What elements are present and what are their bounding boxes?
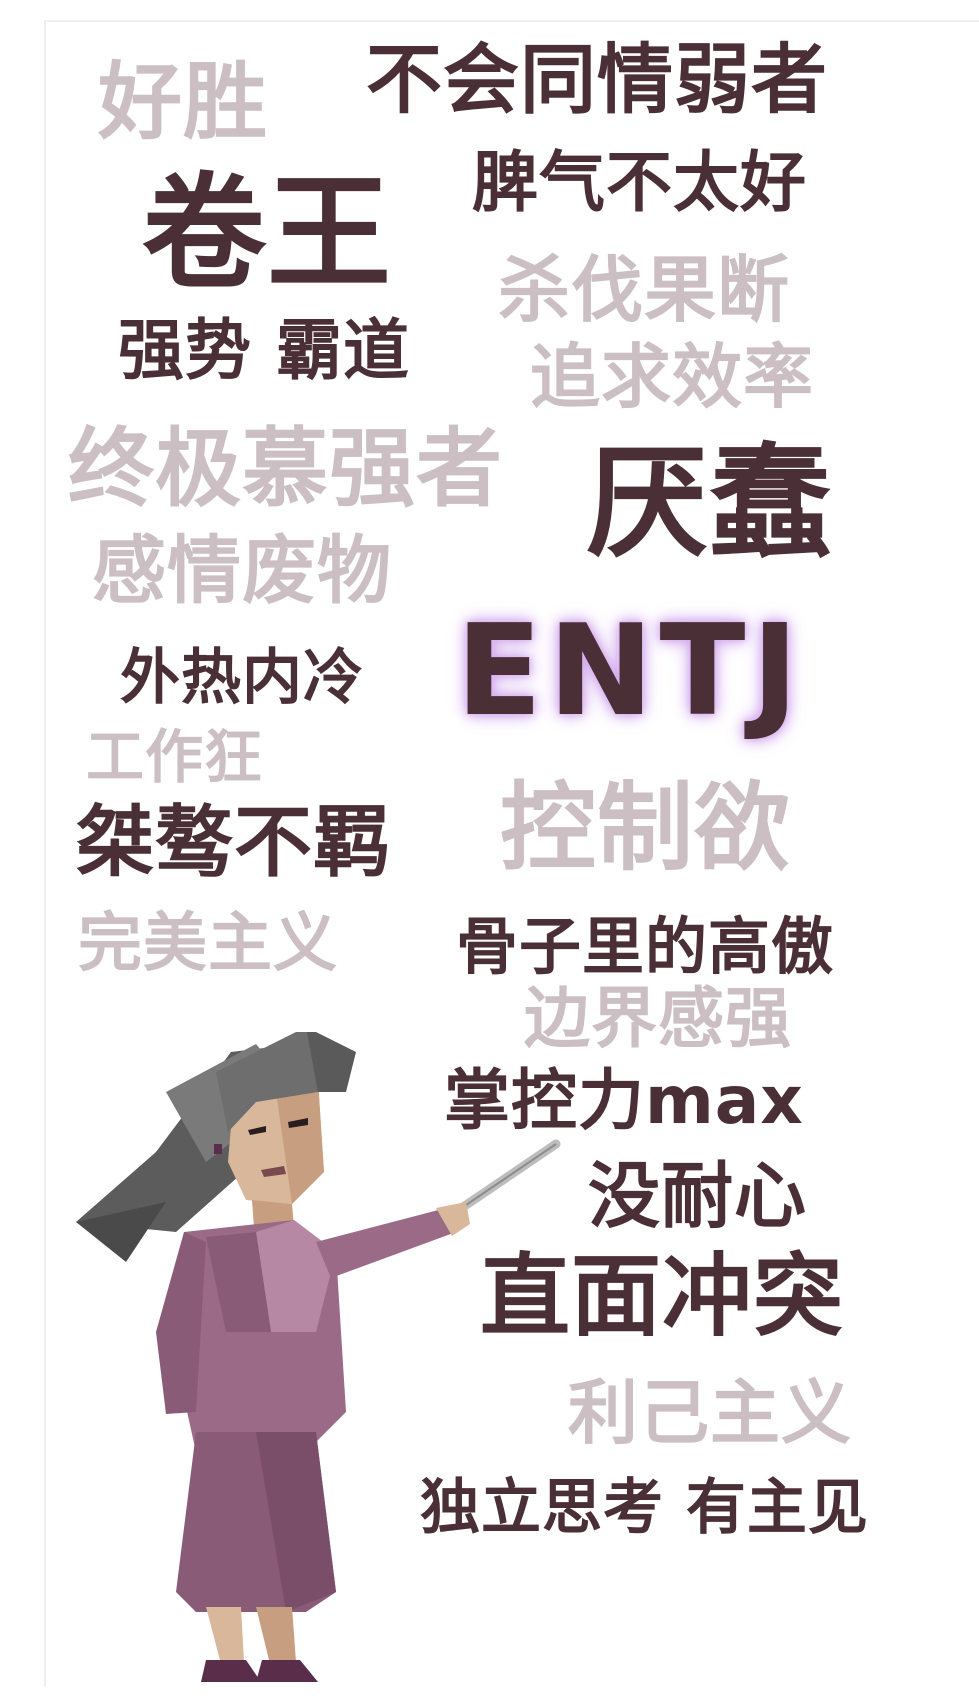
keyword-zhangkong: 掌控力max (444, 1062, 804, 1139)
frame-left-border (44, 20, 46, 1686)
keyword-mqiang: 终极慕强者 (68, 419, 503, 519)
keyword-haosheng: 好胜 (98, 53, 269, 151)
keyword-chongtu: 直面冲突 (480, 1244, 844, 1349)
keyword-yanchun: 厌蠢 (586, 432, 832, 574)
keyword-waire: 外热内冷 (120, 643, 364, 713)
keyword-juanwang: 卷王 (142, 162, 393, 306)
keyword-jieao: 桀骜不羁 (76, 798, 393, 888)
keyword-duli: 独立思考 有主见 (420, 1473, 869, 1543)
keyword-ganqing: 感情废物 (92, 528, 392, 614)
keyword-buhuitongqing: 不会同情弱者 (366, 35, 828, 124)
pointing-woman-illustration-icon (76, 1032, 561, 1682)
keyword-entj: ENTJ (456, 597, 805, 744)
keyword-piqi: 脾气不太好 (472, 144, 807, 221)
keyword-qiangshi: 强势 霸道 (118, 312, 410, 389)
keyword-liji: 利己主义 (568, 1372, 852, 1454)
keyword-shafa: 杀伐果断 (498, 248, 791, 332)
keyword-kongzhiyu: 控制欲 (500, 772, 791, 884)
keyword-gongzuokuang: 工作狂 (86, 723, 264, 791)
keyword-naixin: 没耐心 (588, 1154, 808, 1238)
frame-top-border (44, 20, 979, 22)
keyword-gaoao: 骨子里的高傲 (456, 910, 835, 983)
keyword-bianjie: 边界感强 (524, 980, 792, 1057)
keyword-xiaolv: 追求效率 (530, 336, 814, 418)
keyword-poster: 好胜 不会同情弱者 卷王 脾气不太好 杀伐果断 强势 霸道 追求效率 终极慕强者… (46, 22, 979, 1686)
keyword-wanmei: 完美主义 (78, 907, 338, 981)
